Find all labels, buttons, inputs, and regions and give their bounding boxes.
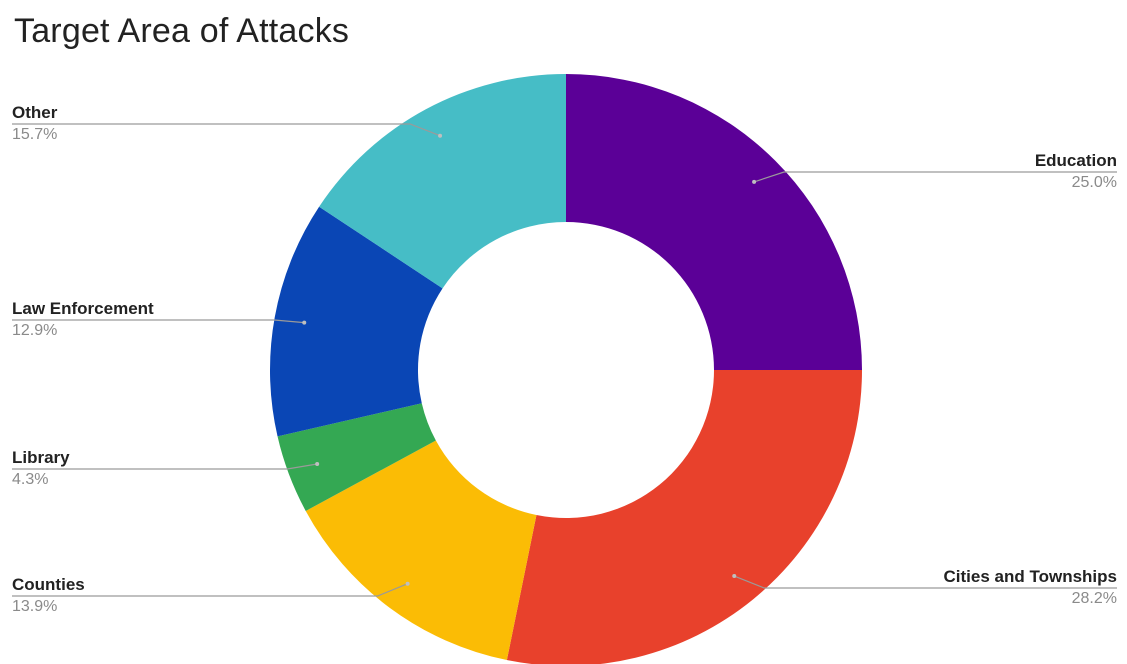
leader-dot-cities-and-townships bbox=[732, 574, 737, 579]
slice-counties[interactable] bbox=[305, 440, 537, 661]
leader-dot-other bbox=[438, 133, 443, 138]
percent-library: 4.3% bbox=[12, 471, 48, 488]
slice-law-enforcement[interactable] bbox=[270, 206, 443, 437]
leader-line-other bbox=[12, 123, 441, 137]
label-other: Other bbox=[12, 103, 58, 122]
percent-cities-and-townships: 28.2% bbox=[1072, 590, 1117, 607]
slice-library[interactable] bbox=[277, 403, 436, 511]
leader-line-counties bbox=[12, 583, 408, 597]
percent-law-enforcement: 12.9% bbox=[12, 322, 57, 339]
percent-other: 15.7% bbox=[12, 126, 57, 143]
leader-line-library bbox=[12, 463, 318, 470]
leader-dot-counties bbox=[405, 581, 410, 586]
labels-layer: Education 25.0% Cities and Townships 28.2% C… bbox=[12, 103, 1117, 615]
leader-dot-library bbox=[315, 462, 320, 467]
percent-counties: 13.9% bbox=[12, 598, 57, 615]
label-cities-and-townships: Cities and Townships bbox=[944, 567, 1117, 586]
leader-line-law-enforcement bbox=[12, 319, 305, 324]
leader-dot-law-enforcement bbox=[302, 320, 307, 325]
label-law-enforcement: Law Enforcement bbox=[12, 299, 154, 318]
label-library: Library bbox=[12, 448, 70, 467]
leader-dot-education bbox=[752, 179, 757, 184]
slice-education[interactable] bbox=[566, 74, 862, 370]
label-education: Education bbox=[1035, 151, 1117, 170]
leader-line-education bbox=[753, 171, 1117, 183]
chart-title: Target Area of Attacks bbox=[14, 12, 350, 50]
leader-line-cities-and-townships bbox=[734, 575, 1117, 589]
slice-cities-and-townships[interactable] bbox=[506, 370, 862, 664]
percent-education: 25.0% bbox=[1072, 174, 1117, 191]
label-counties: Counties bbox=[12, 575, 85, 594]
slices-layer bbox=[270, 74, 862, 664]
slice-other[interactable] bbox=[319, 74, 566, 289]
